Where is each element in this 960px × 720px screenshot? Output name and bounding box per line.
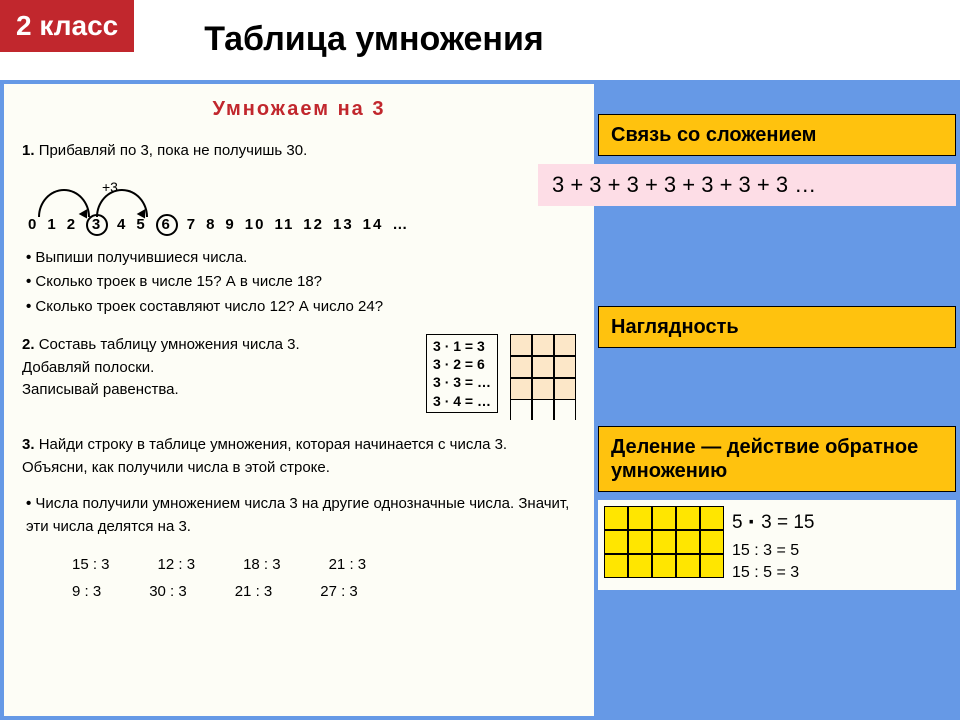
number-line: +3 0 1 2 3 4 5 6 7 8 9 10 11 12 13 14 … xyxy=(22,177,576,237)
num-12: 12 xyxy=(303,214,324,237)
num-6: 6 xyxy=(156,214,178,236)
division-row-2: 9 : 3 30 : 3 21 : 3 27 : 3 xyxy=(72,581,576,604)
division-row-1: 15 : 3 12 : 3 18 : 3 21 : 3 xyxy=(72,554,576,577)
num-ellipsis: … xyxy=(392,214,409,237)
num-4: 4 xyxy=(117,214,127,237)
div-expr: 9 : 3 xyxy=(72,581,101,604)
div-expr: 18 : 3 xyxy=(243,554,281,577)
box-division: Деление — действие обратное умножению xyxy=(598,426,956,492)
num-0: 0 xyxy=(28,214,38,237)
pink-addition-bar: 3 + 3 + 3 + 3 + 3 + 3 + 3 … xyxy=(538,164,956,206)
bullet-item: Сколько троек составляют число 12? А чис… xyxy=(26,296,576,319)
num-3: 3 xyxy=(86,214,108,236)
num-14: 14 xyxy=(363,214,384,237)
mult-row: 3 · 2 = 6 xyxy=(433,355,491,373)
task-number: 2. xyxy=(22,336,35,353)
div-expr: 12 : 3 xyxy=(158,554,196,577)
task-2-text: 2. Составь таблицу умножения числа 3. До… xyxy=(22,334,414,402)
equations: 5 · 3 = 15 15 : 3 = 5 15 : 5 = 3 xyxy=(732,506,815,584)
task-3: 3. Найди строку в таблице умножения, кот… xyxy=(22,434,576,479)
eq-3: 15 : 5 = 3 xyxy=(732,562,815,584)
num-13: 13 xyxy=(333,214,354,237)
bullet-item: Сколько троек в числе 15? А в числе 18? xyxy=(26,271,576,294)
div-expr: 15 : 3 xyxy=(72,554,110,577)
num-2: 2 xyxy=(67,214,77,237)
right-panel: Связь со сложением 3 + 3 + 3 + 3 + 3 + 3… xyxy=(598,84,956,716)
bullets-3: Числа получили умножением числа 3 на дру… xyxy=(26,493,576,538)
yellow-grid xyxy=(604,506,724,578)
bullet-item: Выпиши получившиеся числа. xyxy=(26,247,576,270)
num-8: 8 xyxy=(206,214,216,237)
div-expr: 30 : 3 xyxy=(149,581,187,604)
page-title: Таблица умножения xyxy=(204,20,543,59)
mult-row: 3 · 3 = … xyxy=(433,373,491,391)
subtitle: Умножаем на 3 xyxy=(22,94,576,124)
num-1: 1 xyxy=(47,214,57,237)
div-expr: 21 : 3 xyxy=(329,554,367,577)
mult-row: 3 · 4 = … xyxy=(433,392,491,410)
division-visual: 5 · 3 = 15 15 : 3 = 5 15 : 5 = 3 xyxy=(598,500,956,590)
task-line: Составь таблицу умножения числа 3. xyxy=(39,336,300,353)
content-area: Умножаем на 3 1. Прибавляй по 3, пока не… xyxy=(0,80,960,720)
left-panel: Умножаем на 3 1. Прибавляй по 3, пока не… xyxy=(4,84,594,716)
eq-1: 5 · 3 = 15 xyxy=(732,506,815,540)
task-line: Добавляй полоски. xyxy=(22,359,154,376)
numbers-row: 0 1 2 3 4 5 6 7 8 9 10 11 12 13 14 … xyxy=(28,214,409,237)
eq-2: 15 : 3 = 5 xyxy=(732,540,815,562)
mult-row: 3 · 1 = 3 xyxy=(433,337,491,355)
bullets-1: Выпиши получившиеся числа. Сколько троек… xyxy=(26,247,576,319)
div-expr: 27 : 3 xyxy=(320,581,358,604)
bullet-item: Числа получили умножением числа 3 на дру… xyxy=(26,493,576,538)
num-11: 11 xyxy=(274,214,294,237)
task-text: Найди строку в таблице умножения, котора… xyxy=(22,436,507,476)
task-2: 2. Составь таблицу умножения числа 3. До… xyxy=(22,334,576,420)
div-expr: 21 : 3 xyxy=(235,581,273,604)
header: 2 класс Таблица умножения xyxy=(0,0,960,80)
num-7: 7 xyxy=(187,214,197,237)
grade-badge: 2 класс xyxy=(0,0,134,52)
box-visual: Наглядность xyxy=(598,306,956,348)
num-5: 5 xyxy=(136,214,146,237)
task-number: 1. xyxy=(22,142,35,159)
task-line: Записывай равенства. xyxy=(22,381,179,398)
num-10: 10 xyxy=(245,214,266,237)
task-text: Прибавляй по 3, пока не получишь 30. xyxy=(39,142,308,159)
num-9: 9 xyxy=(225,214,235,237)
box-addition-link: Связь со сложением xyxy=(598,114,956,156)
arc-1 xyxy=(38,189,90,217)
task-1: 1. Прибавляй по 3, пока не получишь 30. xyxy=(22,140,576,163)
mini-grid xyxy=(510,334,576,420)
task-number: 3. xyxy=(22,436,35,453)
mult-table: 3 · 1 = 3 3 · 2 = 6 3 · 3 = … 3 · 4 = … xyxy=(426,334,498,413)
